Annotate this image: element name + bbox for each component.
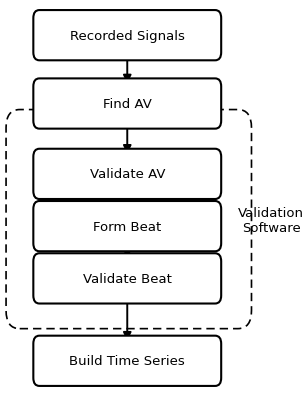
- FancyBboxPatch shape: [33, 79, 221, 129]
- FancyBboxPatch shape: [33, 11, 221, 61]
- Text: Validate AV: Validate AV: [89, 168, 165, 181]
- Text: Build Time Series: Build Time Series: [69, 354, 185, 367]
- Text: Find AV: Find AV: [103, 98, 152, 111]
- Text: Validate Beat: Validate Beat: [83, 272, 172, 285]
- Text: Validation
Software: Validation Software: [238, 207, 303, 235]
- Text: Recorded Signals: Recorded Signals: [70, 30, 185, 43]
- FancyBboxPatch shape: [33, 201, 221, 252]
- Text: Form Beat: Form Beat: [93, 220, 161, 233]
- FancyBboxPatch shape: [33, 254, 221, 304]
- FancyBboxPatch shape: [33, 150, 221, 200]
- FancyBboxPatch shape: [33, 336, 221, 386]
